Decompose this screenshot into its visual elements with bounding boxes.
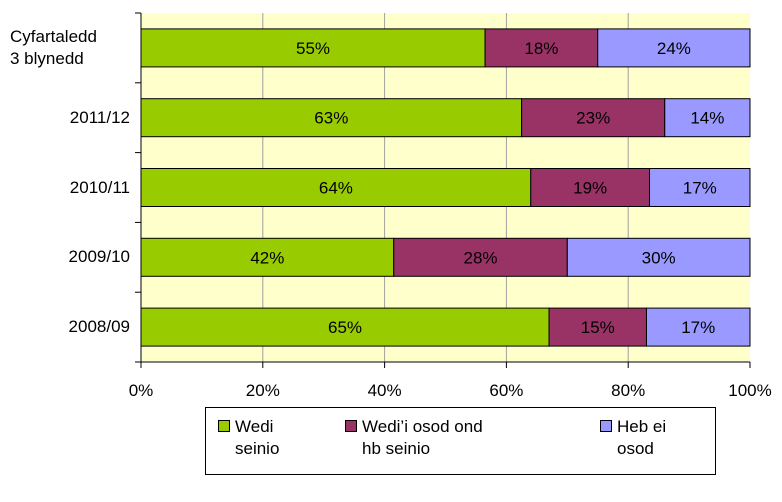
category-label: Cyfartaledd 3 blynedd (10, 26, 97, 68)
legend-swatch-series-3 (600, 420, 612, 432)
x-tick-label: 100% (728, 381, 771, 400)
data-label: 64% (319, 179, 353, 198)
category-label: 2008/09 (68, 317, 130, 337)
data-label: 65% (328, 318, 362, 337)
bar-segment (664, 98, 751, 138)
x-tick-label: 20% (246, 381, 280, 400)
bar-segment (521, 98, 666, 138)
legend-swatch-series-1 (218, 420, 230, 432)
x-tick-label: 60% (489, 381, 523, 400)
data-label: 42% (250, 248, 284, 267)
bar-segment (140, 237, 395, 277)
data-label: 17% (681, 318, 715, 337)
data-label: 14% (690, 109, 724, 128)
bar-segment (140, 28, 486, 68)
bar-segment (393, 237, 568, 277)
data-label: 55% (296, 39, 330, 58)
bar-segment (645, 307, 751, 347)
category-label: 2010/11 (69, 177, 130, 197)
data-label: 28% (464, 248, 498, 267)
legend-item-series-1: Wedi seinio (218, 416, 279, 460)
bar-segment (566, 237, 751, 277)
data-label: 15% (581, 318, 615, 337)
x-tick-label: 40% (368, 381, 402, 400)
legend: Wedi seinio Wedi’i osod ond hb seinio He… (205, 407, 716, 475)
bar-segment (140, 98, 523, 138)
bar-segment (530, 168, 651, 207)
data-label: 19% (573, 179, 607, 198)
category-label: 2011/12 (69, 107, 130, 127)
legend-label-series-2: Wedi’i osod ond hb seinio (362, 417, 483, 458)
bar-segment (484, 28, 599, 68)
legend-item-series-3: Heb ei osod (600, 416, 666, 460)
bar-segment (649, 168, 751, 207)
legend-label-series-1: Wedi seinio (235, 417, 280, 458)
data-label: 30% (642, 248, 676, 267)
legend-swatch-series-2 (345, 420, 357, 432)
data-label: 17% (683, 179, 717, 198)
legend-label-series-3: Heb ei osod (617, 417, 667, 458)
bar-segment (140, 307, 550, 347)
bar-segment (140, 168, 532, 207)
bar-segment (597, 28, 751, 68)
data-label: 18% (524, 39, 558, 58)
data-label: 63% (314, 109, 348, 128)
x-tick-label: 80% (611, 381, 645, 400)
data-label: 23% (576, 109, 610, 128)
category-label: 2009/10 (68, 247, 130, 267)
x-tick-label: 0% (129, 381, 154, 400)
legend-item-series-2: Wedi’i osod ond hb seinio (345, 416, 483, 460)
data-label: 24% (657, 39, 691, 58)
bar-segment (548, 307, 647, 347)
